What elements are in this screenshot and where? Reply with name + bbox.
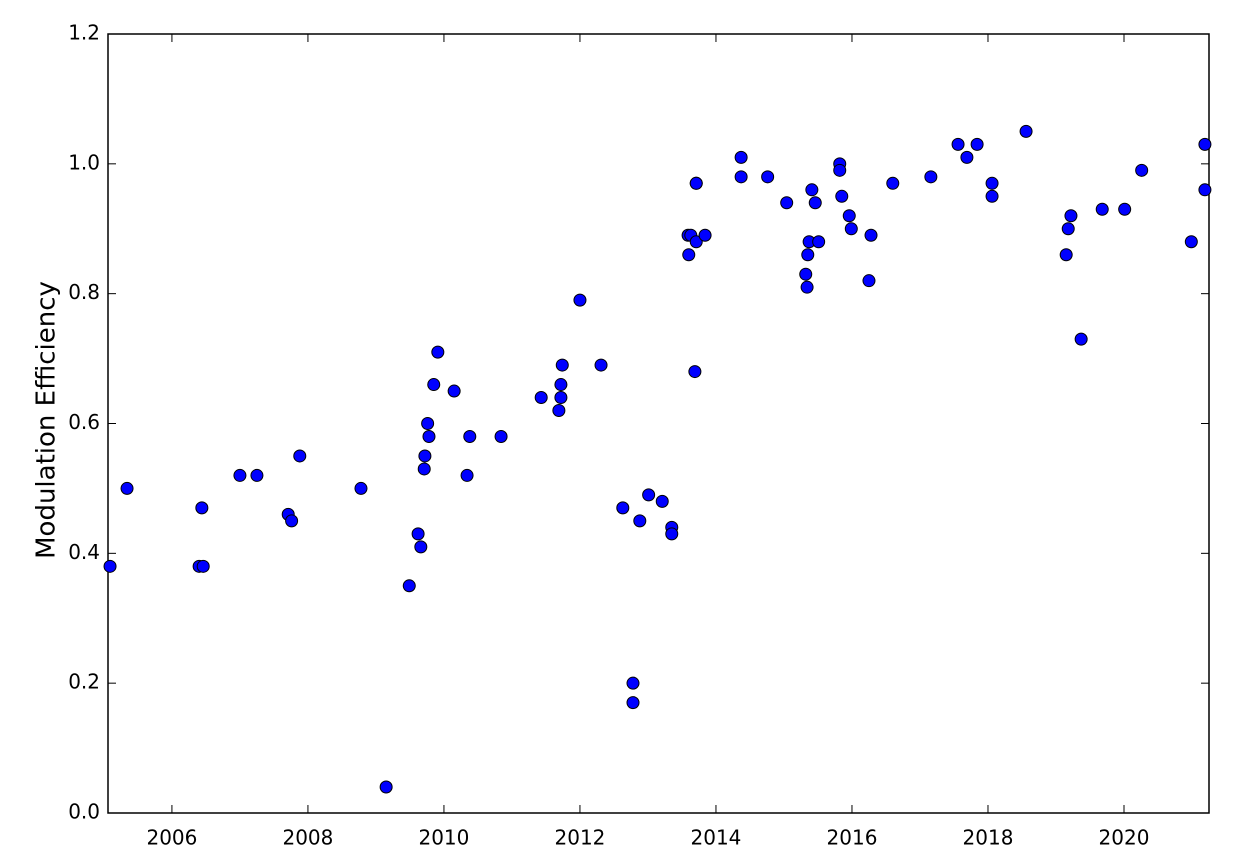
point [354,481,368,495]
point [285,514,299,528]
point [698,228,712,242]
point [761,170,775,184]
point [985,176,999,190]
point [842,209,856,223]
point [970,137,984,151]
point [951,137,965,151]
point [626,676,640,690]
point [196,559,210,573]
point [862,274,876,288]
x-tick-label: 2012 [555,826,606,850]
point [864,228,878,242]
point [616,501,630,515]
point [402,579,416,593]
x-tick-label: 2016 [827,826,878,850]
point [800,280,814,294]
point [463,429,477,443]
point [1019,124,1033,138]
point [682,248,696,262]
point [431,345,445,359]
point [494,429,508,443]
point [555,358,569,372]
point [688,365,702,379]
x-tick-label: 2014 [691,826,742,850]
point [626,696,640,710]
point [447,384,461,398]
point [534,391,548,405]
point [960,150,974,164]
point [418,449,432,463]
point [812,235,826,249]
point [689,235,703,249]
point [422,429,436,443]
point [633,514,647,528]
point [120,481,134,495]
point [594,358,608,372]
point [1061,222,1075,236]
point [554,378,568,392]
y-tick-label: 0.0 [68,800,100,824]
point [780,196,794,210]
point [689,176,703,190]
x-tick-label: 2008 [282,826,333,850]
point [808,196,822,210]
point [293,449,307,463]
y-tick-label: 1.2 [68,21,100,45]
point [1198,137,1212,151]
point [427,378,441,392]
point [1198,183,1212,197]
point [460,468,474,482]
y-tick-label: 1.0 [68,150,100,174]
point [985,189,999,203]
point [1135,163,1149,177]
point [844,222,858,236]
point [414,540,428,554]
point [665,527,679,541]
point [642,488,656,502]
x-tick-label: 2010 [418,826,469,850]
point [1064,209,1078,223]
point [195,501,209,515]
point [886,176,900,190]
y-tick-label: 0.8 [68,280,100,304]
x-tick-label: 2018 [963,826,1014,850]
point [411,527,425,541]
point [103,559,117,573]
point [1074,332,1088,346]
point [379,780,393,794]
point [655,494,669,508]
point [805,183,819,197]
point [573,293,587,307]
y-tick-label: 0.2 [68,670,100,694]
point [233,468,247,482]
point [799,267,813,281]
point [835,189,849,203]
point [552,404,566,418]
point [1184,235,1198,249]
point [801,248,815,262]
x-tick-label: 2020 [1099,826,1150,850]
point [417,462,431,476]
point [734,150,748,164]
point [250,468,264,482]
y-tick-label: 0.6 [68,410,100,434]
point [1118,202,1132,216]
point [421,417,435,430]
point [1095,202,1109,216]
x-tick-label: 2006 [146,826,197,850]
point [924,170,938,184]
point [554,391,568,405]
y-tick-label: 0.4 [68,540,100,564]
point [734,170,748,184]
point [833,163,847,177]
y-axis-label: Modulation Efficiency [32,281,62,559]
point [1059,248,1073,262]
plot-frame [107,33,1210,814]
